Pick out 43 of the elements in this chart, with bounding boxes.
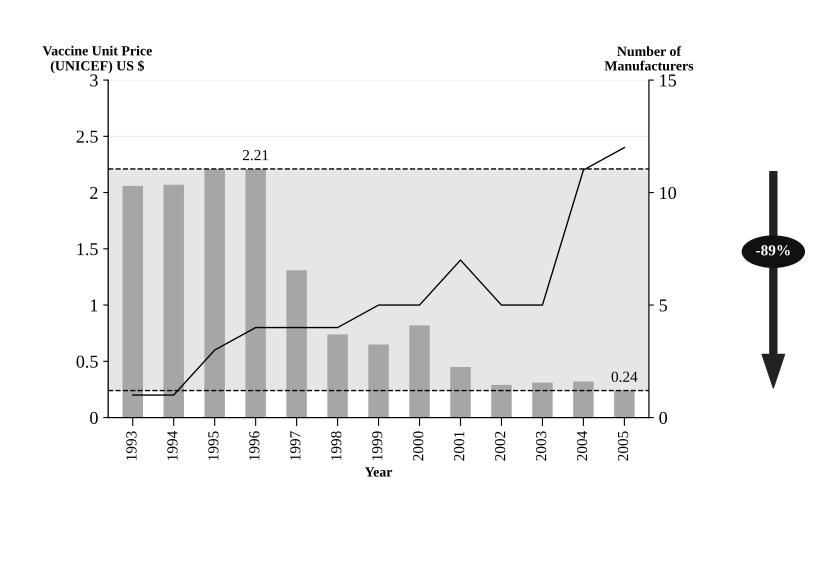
bar — [327, 334, 348, 418]
bar — [245, 168, 266, 418]
bar — [573, 382, 594, 418]
annotation: 2.21 — [242, 150, 268, 160]
x-tick-label: 2004 — [576, 430, 588, 461]
y-tick-label: 1.5 — [77, 243, 98, 256]
y2-tick-label: 10 — [660, 186, 676, 200]
y-tick-label: 0 — [90, 412, 98, 424]
x-tick-label: 1995 — [208, 431, 219, 460]
x-tick-label: 2002 — [494, 432, 506, 461]
bar — [368, 344, 389, 418]
y2-tick-label: 5 — [660, 300, 668, 312]
text: -89% — [756, 245, 790, 256]
x-tick-label: 2001 — [454, 432, 464, 461]
bar — [532, 382, 553, 418]
y-axis-title: Vaccine Unit Price (UNICEF) US $ — [42, 46, 152, 74]
y2-axis-title: Number of Manufacturers — [604, 46, 694, 71]
x-tick-label: 1998 — [331, 431, 342, 460]
y-tick-label: 2.5 — [76, 130, 98, 143]
y-tick-label: 1 — [91, 299, 98, 312]
y-tick-label: 0.5 — [76, 356, 98, 368]
bar — [204, 168, 225, 418]
bar — [491, 384, 512, 418]
x-tick-label: 2005 — [618, 431, 628, 461]
bar — [286, 270, 307, 418]
x-tick-label: 1999 — [372, 431, 382, 460]
x-tick-label: 1994 — [167, 430, 178, 460]
y2-tick-label: 0 — [659, 412, 668, 424]
x-tick-label: 1996 — [249, 431, 260, 460]
x-tick-label: 2000 — [413, 431, 424, 461]
y-tick-label: 2 — [90, 186, 98, 199]
bar — [409, 325, 430, 418]
annotation: 0.24 — [612, 372, 638, 382]
bar — [122, 186, 143, 418]
x-tick-label: 1993 — [126, 431, 137, 460]
x-tick-label: 1997 — [290, 431, 300, 460]
x-axis-title: Year — [364, 467, 392, 477]
bar — [614, 390, 635, 418]
y-tick-label: 3 — [90, 74, 98, 87]
y2-tick-label: 15 — [660, 74, 676, 87]
bar — [450, 366, 471, 418]
bar — [163, 184, 184, 418]
x-tick-label: 2003 — [536, 431, 546, 461]
